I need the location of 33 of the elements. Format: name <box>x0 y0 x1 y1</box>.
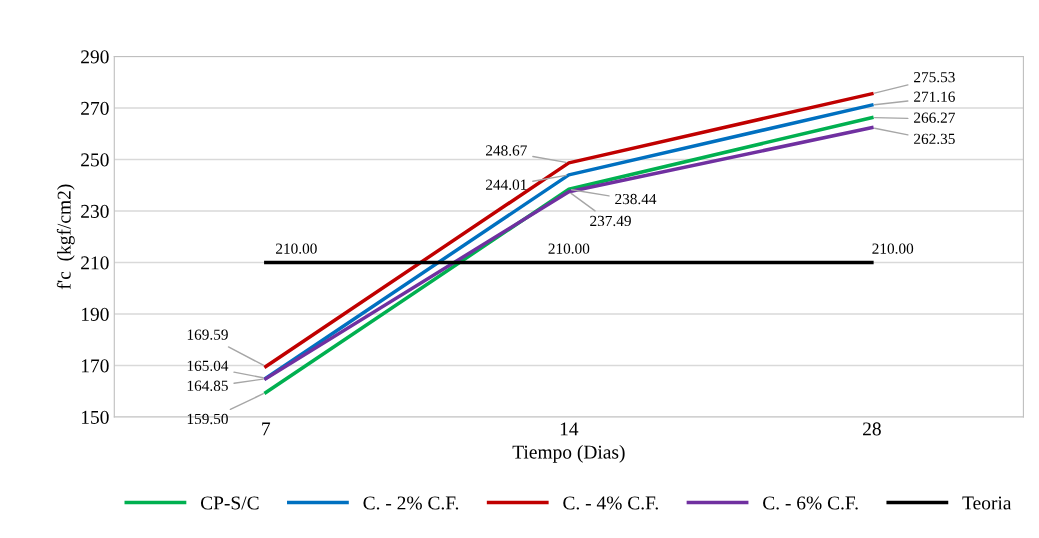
data-label: 164.85 <box>187 380 228 391</box>
y-tick-label: 190 <box>81 307 109 321</box>
x-tick-label: 14 <box>560 422 579 436</box>
data-label: 244.01 <box>486 179 527 190</box>
data-label: 169.59 <box>187 329 228 340</box>
data-label: 210.00 <box>276 243 317 254</box>
legend-label: C. - 2% C.F. <box>363 496 459 510</box>
data-label: 248.67 <box>486 145 527 156</box>
y-tick-label: 150 <box>81 410 109 424</box>
x-tick-label: 28 <box>863 422 881 436</box>
legend-label: CP-S/C <box>200 496 259 510</box>
y-tick-label: 170 <box>81 359 109 373</box>
data-label: 159.50 <box>187 413 228 425</box>
y-tick-label: 250 <box>81 153 109 167</box>
legend-label: Teoria <box>962 496 1012 510</box>
legend-label: C. - 4% C.F. <box>563 496 658 510</box>
data-label: 262.35 <box>914 133 955 145</box>
data-label: 210.00 <box>548 243 590 254</box>
data-label: 266.27 <box>914 112 955 123</box>
x-tick-label: 7 <box>262 422 271 436</box>
legend-label: C. - 6% C.F. <box>763 496 858 510</box>
y-axis-title: f'c (kgf/cm2) <box>56 184 75 290</box>
data-label: 238.44 <box>615 193 657 205</box>
y-tick-label: 210 <box>81 256 109 270</box>
y-tick-label: 290 <box>81 50 109 64</box>
y-tick-label: 270 <box>81 101 109 115</box>
y-tick-label: 230 <box>81 204 109 218</box>
data-label: 237.49 <box>590 215 631 227</box>
x-axis-title: Tiempo (Dias) <box>512 445 625 463</box>
data-label: 275.53 <box>914 72 955 83</box>
data-label: 210.00 <box>872 243 914 254</box>
data-label: 165.04 <box>187 360 229 372</box>
data-label: 271.16 <box>914 91 955 102</box>
